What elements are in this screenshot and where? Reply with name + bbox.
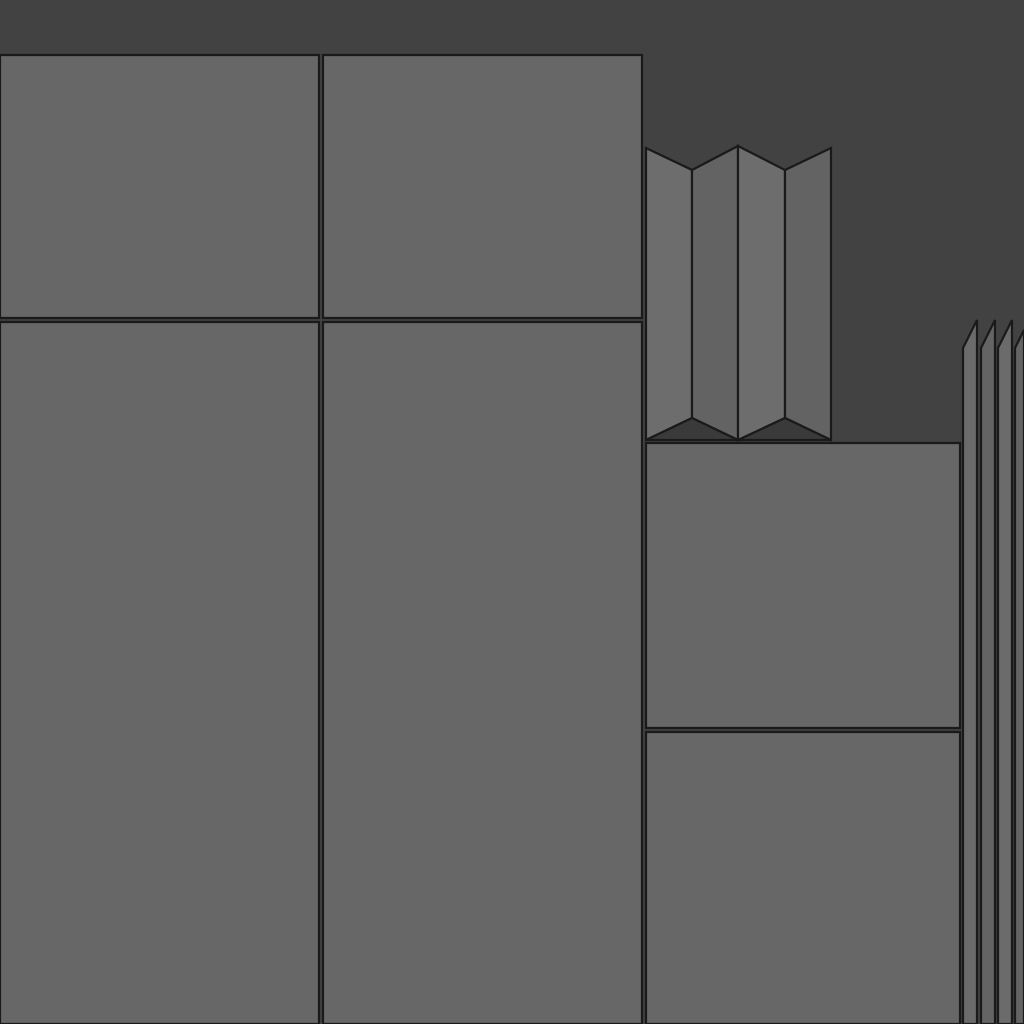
large-panel-upper-mid: [321, 53, 644, 320]
facet-2: [690, 144, 740, 442]
right-panel-upper: [644, 441, 962, 730]
panel-group: [0, 53, 962, 1024]
facet-3: [736, 144, 787, 442]
large-panel-upper-left: [0, 53, 321, 320]
blade-3: [996, 319, 1014, 1024]
blade-2: [979, 319, 997, 1024]
facet-4: [783, 146, 833, 442]
blade-1: [961, 319, 979, 1024]
large-panel-lower-left: [0, 320, 321, 1024]
large-panel-lower-mid: [321, 320, 644, 1024]
thin-vertical-blades: [961, 319, 1024, 1024]
right-panel-lower: [644, 730, 962, 1024]
blade-4: [1013, 329, 1024, 1024]
fold-shadow-left: [645, 416, 739, 442]
facet-1: [644, 146, 694, 442]
folded-accordion-panel: [644, 144, 833, 442]
fold-shadow-right: [737, 416, 832, 442]
